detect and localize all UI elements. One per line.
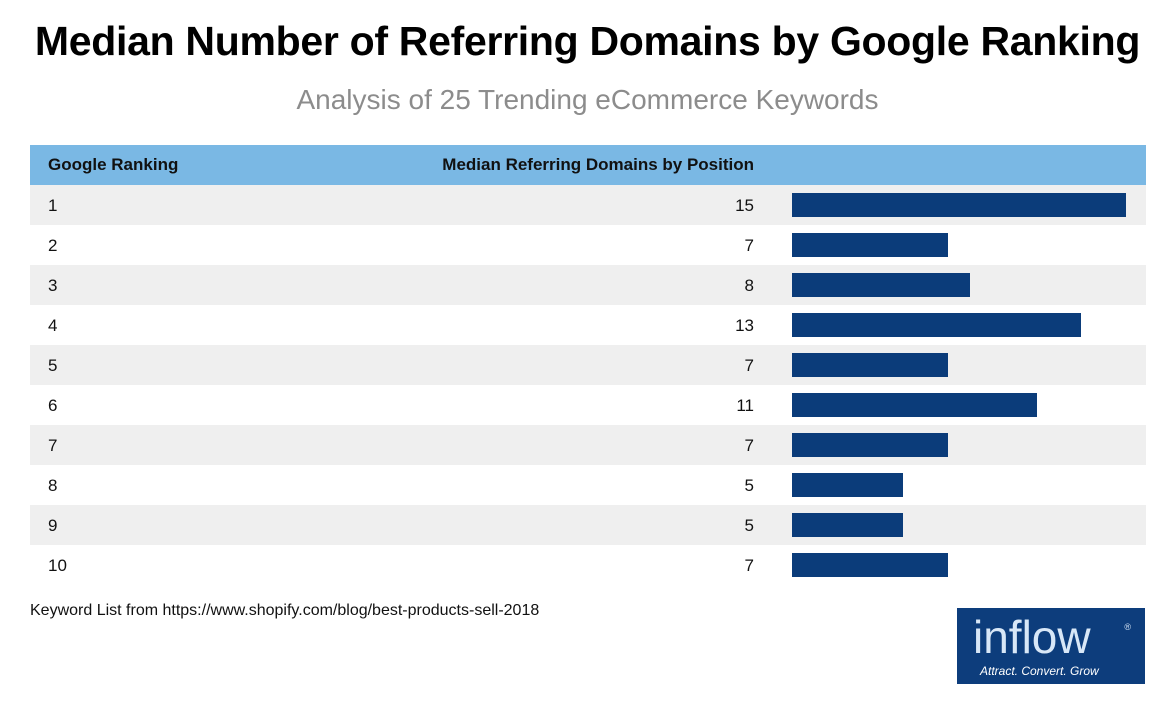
column-header-referring-domains: Median Referring Domains by Position xyxy=(442,155,754,174)
ranking-cell: 7 xyxy=(48,436,58,455)
ranking-cell: 10 xyxy=(48,556,67,575)
value-label: 7 xyxy=(744,556,754,575)
value-bar xyxy=(792,433,948,457)
table-row: 6 11 xyxy=(30,385,1146,425)
table-body: 1 15 2 7 3 8 4 13 5 7 6 11 7 7 8 5 9 5 10 7 xyxy=(30,185,1146,585)
ranking-cell: 5 xyxy=(48,356,58,375)
value-label: 7 xyxy=(744,356,754,375)
value-bar xyxy=(792,313,1082,337)
table-header: Google Ranking Median Referring Domains … xyxy=(30,145,1146,185)
value-label: 8 xyxy=(744,276,754,295)
value-bar xyxy=(792,513,904,537)
inflow-logo: inflow ® Attract. Convert. Grow xyxy=(957,608,1145,684)
ranking-cell: 4 xyxy=(48,316,58,335)
value-bar xyxy=(792,193,1126,217)
value-bar xyxy=(792,393,1037,417)
value-label: 11 xyxy=(736,396,754,415)
value-bar xyxy=(792,553,948,577)
ranking-table: Google Ranking Median Referring Domains … xyxy=(30,145,1146,585)
value-label: 13 xyxy=(735,316,754,335)
value-bar xyxy=(792,473,904,497)
value-label: 5 xyxy=(744,516,754,535)
ranking-cell: 6 xyxy=(48,396,58,415)
table-row: 10 7 xyxy=(30,545,1146,585)
table-row: 1 15 xyxy=(30,185,1146,225)
ranking-cell: 9 xyxy=(48,516,58,535)
value-label: 15 xyxy=(735,196,754,215)
source-footnote: Keyword List from https://www.shopify.co… xyxy=(30,602,540,619)
registered-mark: ® xyxy=(1124,622,1131,632)
value-bar xyxy=(792,233,948,257)
column-header-ranking: Google Ranking xyxy=(48,155,179,174)
ranking-cell: 3 xyxy=(48,276,58,295)
value-label: 7 xyxy=(744,236,754,255)
value-bar xyxy=(792,353,948,377)
chart-subtitle: Analysis of 25 Trending eCommerce Keywor… xyxy=(296,84,879,115)
value-label: 5 xyxy=(744,476,754,495)
ranking-cell: 8 xyxy=(48,476,58,495)
table-row: 4 13 xyxy=(30,305,1146,345)
chart-title: Median Number of Referring Domains by Go… xyxy=(34,18,1141,64)
value-bar xyxy=(792,273,971,297)
value-label: 7 xyxy=(744,436,754,455)
logo-brand: inflow xyxy=(973,611,1091,663)
logo-tagline: Attract. Convert. Grow xyxy=(980,664,1099,678)
ranking-cell: 1 xyxy=(48,196,58,215)
ranking-cell: 2 xyxy=(48,236,58,255)
